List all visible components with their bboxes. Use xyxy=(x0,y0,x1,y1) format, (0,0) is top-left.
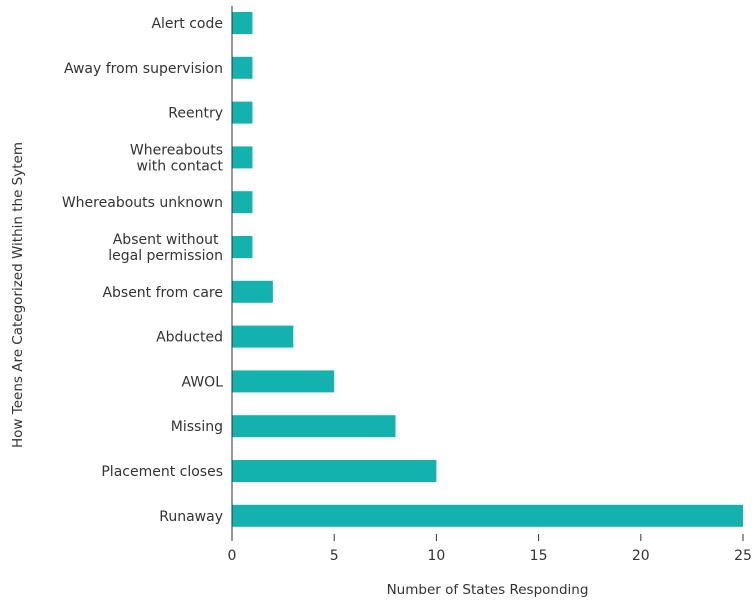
category-label: AWOL xyxy=(182,374,224,390)
category-label: Reentry xyxy=(168,106,223,122)
category-label: Absent from care xyxy=(102,285,223,301)
category-label: Abducted xyxy=(156,330,223,346)
bar xyxy=(232,504,743,527)
bar xyxy=(232,415,396,438)
y-axis-title: How Teens Are Categorized Within the Syt… xyxy=(10,142,26,448)
category-label: Alert code xyxy=(151,16,223,32)
bar xyxy=(232,56,253,79)
category-label: Away from supervision xyxy=(64,61,223,77)
bar xyxy=(232,101,253,124)
bar xyxy=(232,146,253,169)
x-tick-label: 5 xyxy=(330,548,339,564)
bar xyxy=(232,460,437,482)
x-tick-label: 25 xyxy=(734,548,752,564)
x-tick-label: 15 xyxy=(530,548,548,564)
x-axis-title: Number of States Responding xyxy=(387,582,589,598)
category-label: Absent without legal permission xyxy=(108,232,223,264)
category-label: Whereabouts unknown xyxy=(62,195,223,211)
bar xyxy=(232,236,253,258)
bar xyxy=(232,325,294,348)
bars-group xyxy=(232,12,743,527)
bar xyxy=(232,370,335,393)
category-label: Placement closes xyxy=(101,464,223,480)
category-label: Runaway xyxy=(159,509,223,525)
category-labels-group: Alert code Away from supervision Reentry Wh… xyxy=(62,16,224,525)
x-tick-label: 0 xyxy=(228,548,237,564)
x-tick-label: 10 xyxy=(427,548,445,564)
bar xyxy=(232,12,253,34)
category-label: Whereabouts with contact xyxy=(130,142,224,174)
x-tick-label: 20 xyxy=(632,548,650,564)
category-label: Missing xyxy=(171,419,223,435)
bar xyxy=(232,280,273,303)
x-axis-ticks-group: 0 5 10 15 20 25 xyxy=(228,534,752,564)
bar xyxy=(232,191,253,214)
